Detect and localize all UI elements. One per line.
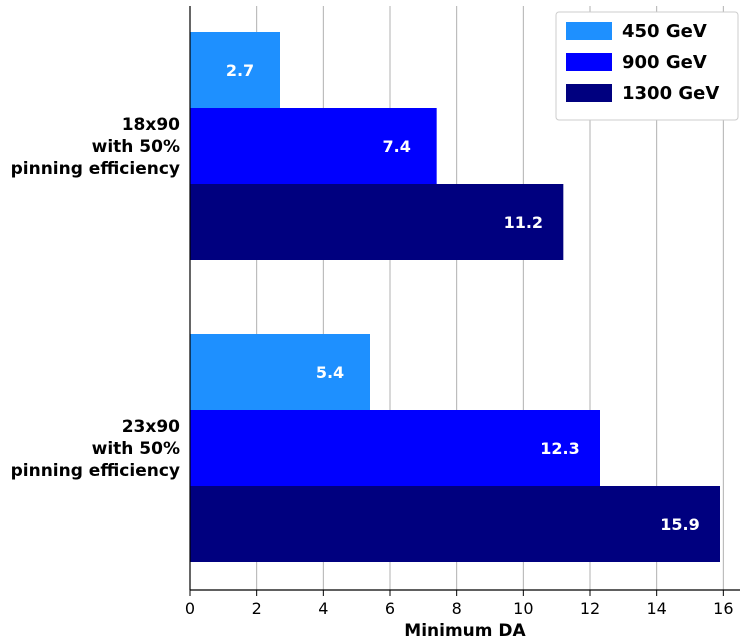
x-axis-title: Minimum DA — [404, 621, 526, 641]
x-tick-label: 6 — [385, 599, 395, 618]
bar-value-label: 11.2 — [504, 213, 543, 232]
legend-swatch — [566, 53, 612, 71]
legend-swatch — [566, 84, 612, 102]
x-tick-label: 14 — [646, 599, 666, 618]
category-label-line: 23x90 — [122, 417, 180, 437]
bar — [190, 334, 370, 410]
category-label-line: with 50% — [92, 439, 180, 459]
legend: 450 GeV 900 GeV 1300 GeV — [555, 11, 739, 121]
category-label: 18x90 with 50% pinning efficiency — [11, 115, 181, 179]
bar — [190, 32, 280, 108]
x-tick-label: 16 — [713, 599, 733, 618]
x-tick-label: 0 — [185, 599, 195, 618]
legend-entry: 450 GeV — [622, 21, 707, 42]
bar-value-label: 7.4 — [382, 137, 410, 156]
legend-entry: 900 GeV — [622, 52, 707, 73]
category-label-line: with 50% — [92, 137, 180, 157]
bar-value-label: 5.4 — [316, 363, 344, 382]
bar-labels: 2.7 5.4 7.4 12.3 11.2 15.9 — [226, 61, 700, 534]
x-tick-label: 4 — [318, 599, 328, 618]
legend-swatch — [566, 22, 612, 40]
category-label-line: 18x90 — [122, 115, 180, 135]
category-label-line: pinning efficiency — [11, 461, 180, 481]
axes — [189, 6, 740, 591]
x-ticks: 0 2 4 6 8 10 12 14 16 — [185, 590, 734, 618]
bars — [190, 32, 720, 562]
bar-value-label: 15.9 — [660, 515, 699, 534]
bar — [190, 486, 720, 562]
bar-value-label: 12.3 — [540, 439, 579, 458]
x-tick-label: 12 — [580, 599, 600, 618]
category-label-line: pinning efficiency — [11, 159, 180, 179]
x-tick-label: 8 — [452, 599, 462, 618]
bar — [190, 184, 564, 260]
x-tick-label: 2 — [252, 599, 262, 618]
bar — [190, 410, 600, 486]
bar — [190, 108, 437, 184]
category-label: 23x90 with 50% pinning efficiency — [11, 417, 181, 481]
legend-entry: 1300 GeV — [622, 83, 719, 104]
bar-value-label: 2.7 — [226, 61, 254, 80]
x-tick-label: 10 — [513, 599, 533, 618]
